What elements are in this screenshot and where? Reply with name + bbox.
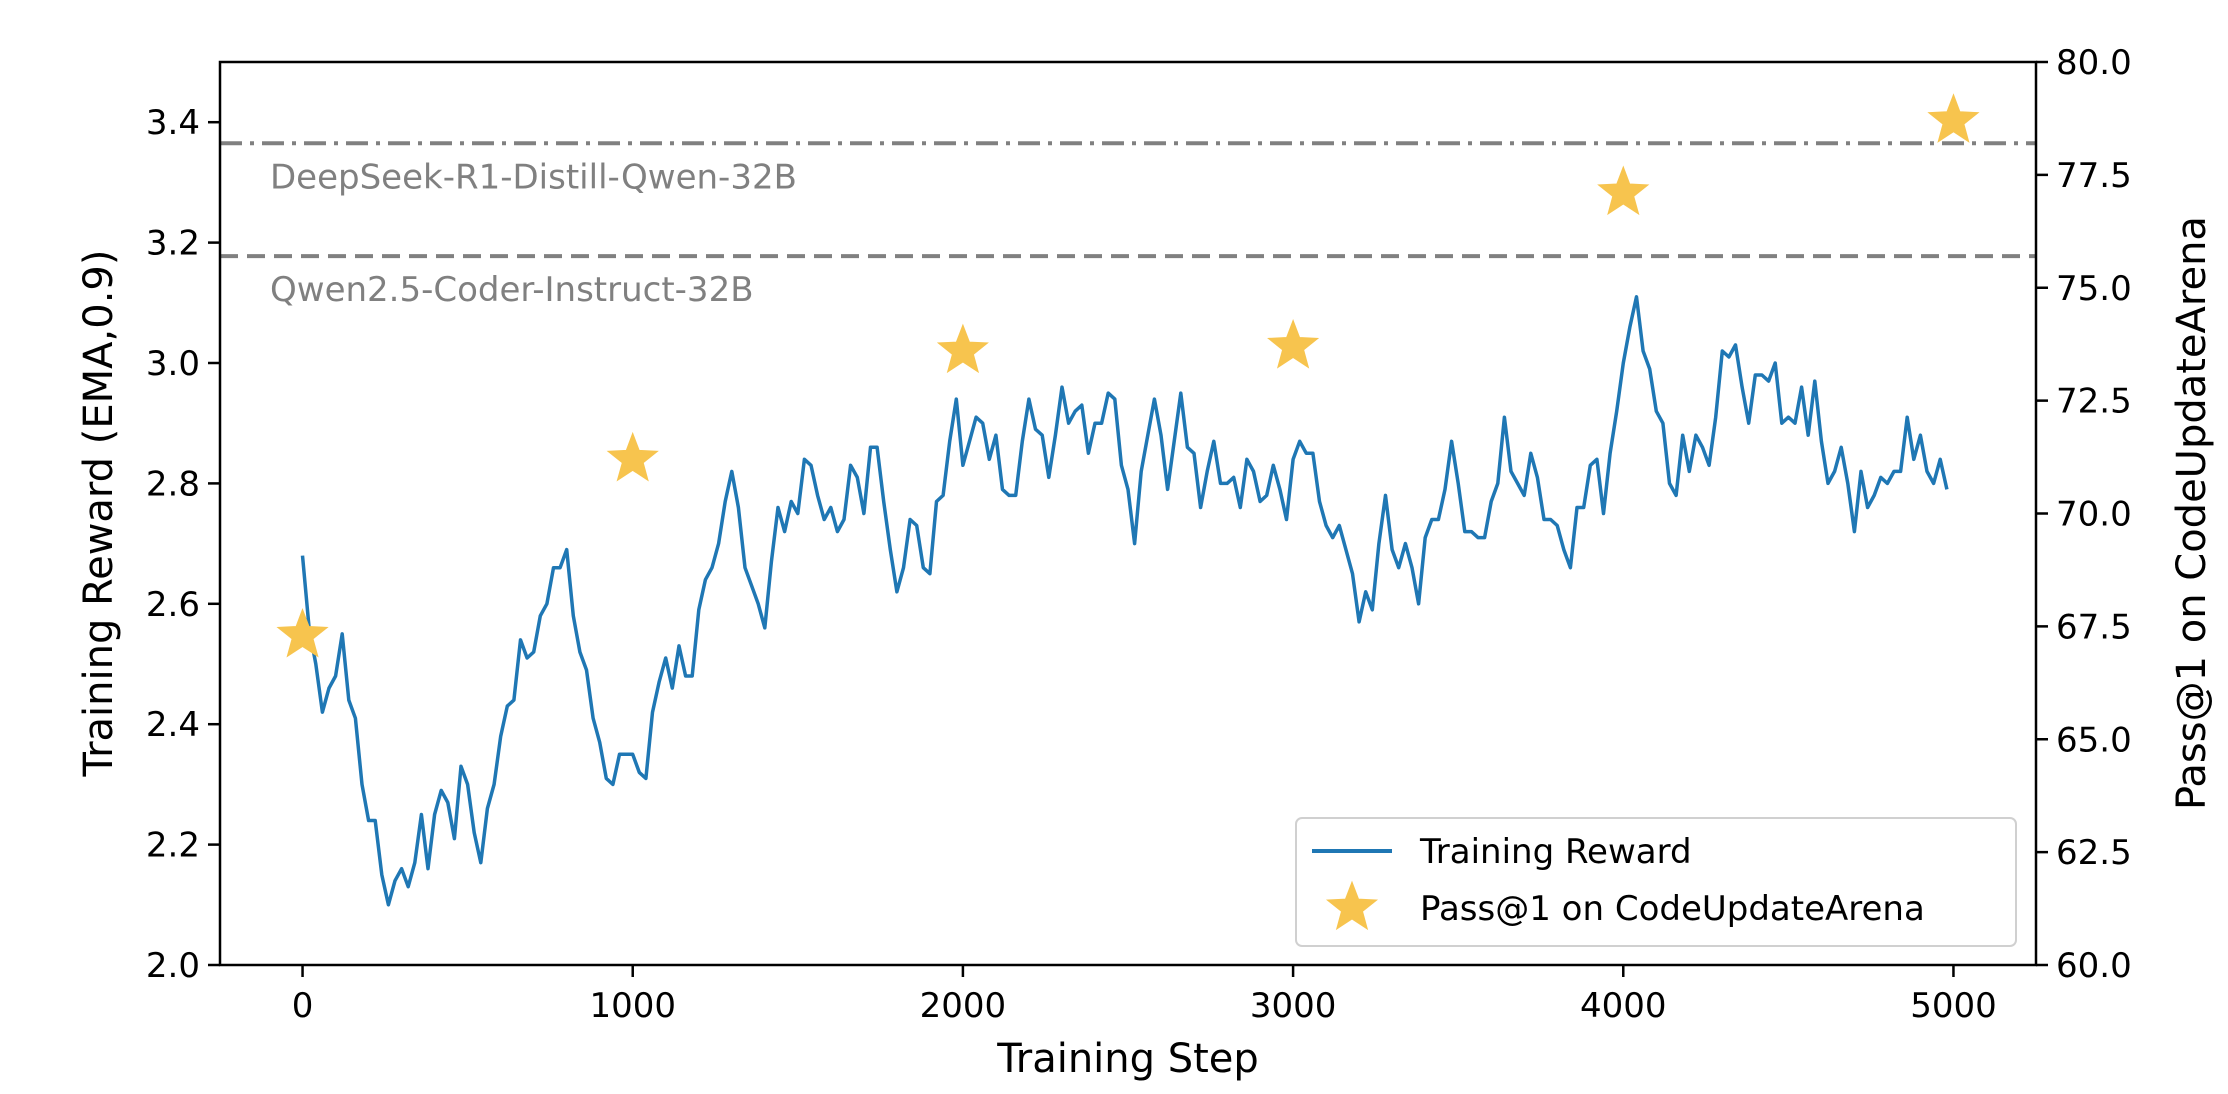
right-y-tick-label: 65.0 bbox=[2056, 720, 2132, 760]
pass-at-1-star-point bbox=[1267, 318, 1320, 369]
x-tick-label: 4000 bbox=[1580, 986, 1667, 1026]
pass-at-1-star-point bbox=[606, 431, 659, 482]
right-y-tick-label: 60.0 bbox=[2056, 946, 2132, 986]
right-y-axis-ticks: 60.0 62.5 65.0 67.5 70.0 72.5 75.0 77.5 80.0 bbox=[2036, 43, 2132, 986]
legend-label-training-reward: Training Reward bbox=[1419, 832, 1692, 872]
left-y-axis-title: Training Reward (EMA,0.9) bbox=[76, 250, 122, 778]
right-y-tick-label: 67.5 bbox=[2056, 607, 2132, 647]
reference-lines: DeepSeek-R1-Distill-Qwen-32B Qwen2.5-Code… bbox=[220, 141, 2036, 310]
pass-at-1-star-point bbox=[936, 323, 989, 374]
right-y-tick-label: 62.5 bbox=[2056, 833, 2132, 873]
legend: Training Reward Pass@1 on CodeUpdateAren… bbox=[1295, 817, 2017, 947]
x-tick-label: 0 bbox=[292, 986, 314, 1026]
right-y-tick-label: 77.5 bbox=[2056, 156, 2132, 196]
x-tick-label: 1000 bbox=[589, 986, 676, 1026]
reference-line-label: Qwen2.5-Coder-Instruct-32B bbox=[270, 270, 754, 310]
pass-at-1-star-point bbox=[1927, 93, 1980, 143]
left-y-tick-label: 2.6 bbox=[146, 585, 200, 625]
pass-at-1-star-point bbox=[276, 607, 329, 658]
right-y-tick-label: 70.0 bbox=[2056, 495, 2132, 535]
x-axis-title: Training Step bbox=[996, 1036, 1259, 1082]
x-axis-ticks: 0 1000 2000 3000 4000 5000 bbox=[292, 965, 1997, 1026]
reference-line-label: DeepSeek-R1-Distill-Qwen-32B bbox=[270, 157, 797, 197]
x-tick-label: 2000 bbox=[920, 986, 1007, 1026]
left-y-tick-label: 3.4 bbox=[146, 103, 200, 143]
legend-star-swatch bbox=[1325, 880, 1379, 931]
left-y-tick-label: 3.2 bbox=[146, 224, 200, 264]
training-reward-line bbox=[300, 295, 1949, 907]
left-y-axis-ticks: 2.0 2.2 2.4 2.6 2.8 3.0 3.2 3.4 bbox=[146, 103, 220, 986]
left-y-tick-label: 2.4 bbox=[146, 705, 200, 745]
left-y-tick-label: 3.0 bbox=[146, 344, 200, 384]
series-layer bbox=[276, 93, 1980, 907]
left-y-tick-label: 2.0 bbox=[146, 946, 200, 986]
right-y-tick-label: 80.0 bbox=[2056, 43, 2132, 83]
right-y-axis-title: Pass@1 on CodeUpdateArena bbox=[2169, 216, 2215, 810]
right-y-tick-label: 72.5 bbox=[2056, 382, 2132, 422]
left-y-tick-label: 2.8 bbox=[146, 464, 200, 504]
left-y-tick-label: 2.2 bbox=[146, 826, 200, 866]
legend-label-pass-at-1: Pass@1 on CodeUpdateArena bbox=[1420, 889, 1925, 929]
x-tick-label: 3000 bbox=[1250, 986, 1337, 1026]
right-y-tick-label: 75.0 bbox=[2056, 269, 2132, 309]
x-tick-label: 5000 bbox=[1910, 986, 1997, 1026]
pass-at-1-star-point bbox=[1597, 165, 1650, 216]
legend-box bbox=[1295, 817, 2017, 947]
